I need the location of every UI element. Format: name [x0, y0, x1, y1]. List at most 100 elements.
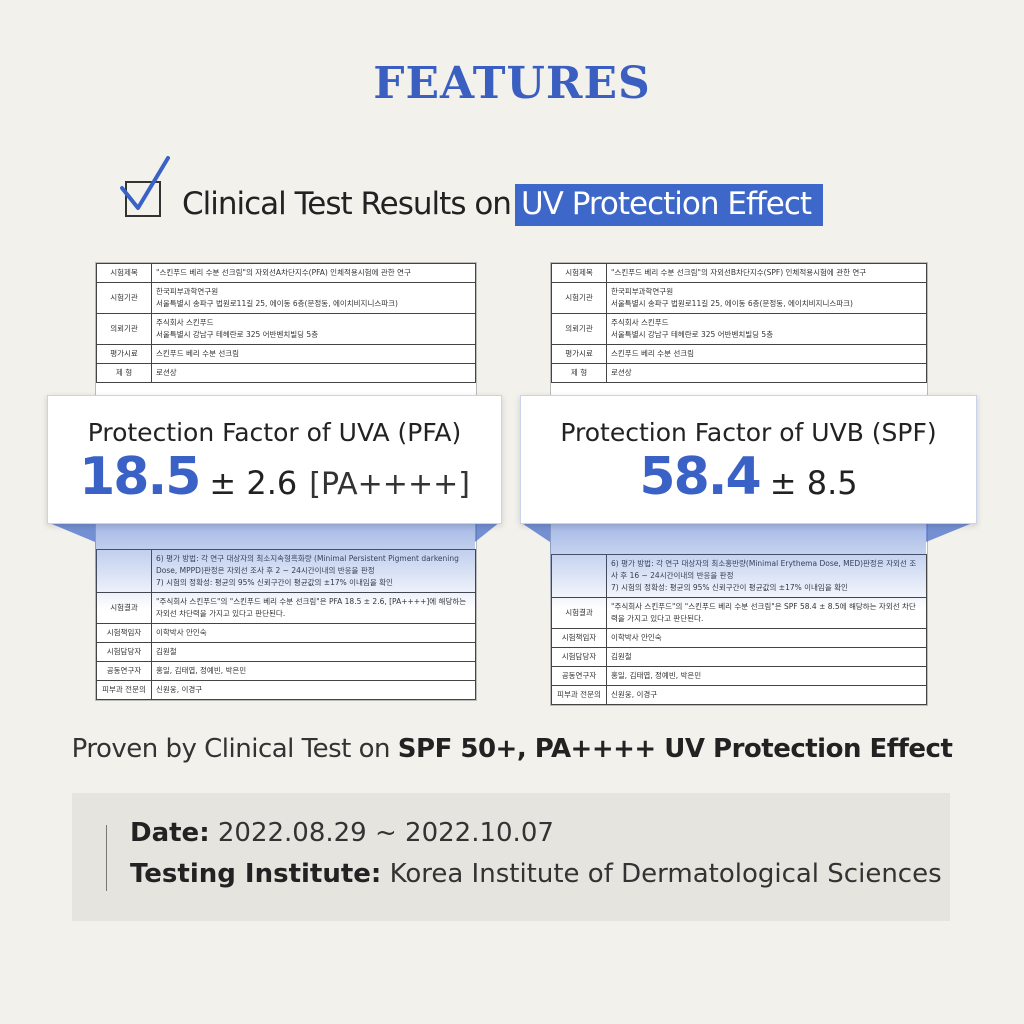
doc-row: 시험결과"주식회사 스킨푸드"의 "스킨푸드 베리 수분 선크림"은 PFA 1… — [96, 592, 476, 624]
doc-line: "주식회사 스킨푸드"의 "스킨푸드 베리 수분 선크림"은 SPF 58.4 … — [611, 602, 916, 623]
highlight-fade — [550, 522, 926, 610]
doc-line: 김원철 — [156, 647, 177, 656]
doc-line: 7) 시험의 정확성: 평균의 95% 신뢰구간이 평균값의 ±17% 이내임을… — [611, 582, 922, 594]
doc-label: 시험제목 — [551, 263, 607, 283]
doc-line: "스킨푸드 베리 수분 선크림"의 자외선B차단지수(SPF) 인체적용시험에 … — [611, 268, 867, 277]
doc-table: 시험제목 "스킨푸드 베리 수분 선크림"의 자외선B차단지수(SPF) 인체적용… — [551, 263, 927, 383]
doc-content: "주식회사 스킨푸드"의 "스킨푸드 베리 수분 선크림"은 SPF 58.4 … — [606, 597, 927, 629]
doc-line: 로션상 — [611, 368, 632, 377]
check-icon — [120, 156, 170, 217]
doc-line: 서울특별시 강남구 테헤란로 325 어반벤치빌딩 5층 — [156, 330, 319, 339]
doc-row: 시험담당자 김원철 — [551, 647, 927, 667]
doc-label: 시험책임자 — [551, 628, 607, 648]
info-line: Testing Institute: Korea Institute of De… — [130, 859, 942, 889]
title: FEATURES — [373, 58, 651, 109]
doc-line: 한국피부과학연구원 — [156, 287, 219, 296]
doc-content: 신원웅, 이경구 — [606, 685, 927, 705]
doc-label: 시험담당자 — [96, 642, 152, 662]
doc-line: 로션상 — [156, 368, 177, 377]
summary: Proven by Clinical Test on SPF 50+, PA++… — [0, 734, 1024, 764]
callout-value: 58.4 — [639, 447, 761, 507]
doc-label: 시험기관 — [551, 282, 607, 314]
doc-label: 시험기관 — [96, 282, 152, 314]
doc-table: 6) 평가 방법: 각 연구 대상자의 최소홍반량(Minimal Erythe… — [551, 554, 927, 705]
doc-label: 시험결과 — [96, 592, 152, 624]
doc-content: 홍일, 김태엽, 정예빈, 박은민 — [151, 661, 476, 681]
doc-row: 의뢰기관 주식회사 스킨푸드 서울특별시 강남구 테헤란로 325 어반벤치빌딩 5… — [96, 313, 476, 345]
doc-label: 평가시료 — [96, 344, 152, 364]
doc-line: "스킨푸드 베리 수분 선크림"의 자외선A차단지수(PFA) 인체적용시험에 … — [156, 268, 411, 277]
doc-line: 스킨푸드 베리 수분 선크림 — [611, 349, 695, 358]
doc-row: 의뢰기관 주식회사 스킨푸드 서울특별시 강남구 테헤란로 325 어반벤치빌딩 5… — [551, 313, 927, 345]
doc-line: 서울특별시 송파구 법원로11길 25, 에이동 6층(문정동, 에이치비지니스… — [156, 299, 398, 308]
info-box — [72, 793, 950, 921]
doc-row: 시험제목 "스킨푸드 베리 수분 선크림"의 자외선A차단지수(PFA) 인체적용… — [96, 263, 476, 283]
info-label: Date: — [130, 818, 210, 848]
callout-grade: [PA++++] — [309, 467, 470, 502]
doc-label: 제 형 — [551, 363, 607, 383]
doc-content: 이학박사 안인숙 — [606, 628, 927, 648]
doc-row: 공동연구자 홍일, 김태엽, 정예빈, 박은민 — [551, 666, 927, 686]
doc-line: 7) 시험의 정확성: 평균의 95% 신뢰구간이 평균값의 ±17% 이내임을… — [156, 577, 471, 589]
doc-label: 공동연구자 — [551, 666, 607, 686]
callout: Protection Factor of UVB (SPF) 58.4 ± 8.5 — [520, 395, 977, 524]
doc-line: 신원웅, 이경구 — [156, 685, 203, 694]
doc-content: 6) 평가 방법: 각 연구 대상자의 최소지속형흑화량 (Minimal Pe… — [151, 549, 476, 593]
doc-table: 6) 평가 방법: 각 연구 대상자의 최소지속형흑화량 (Minimal Pe… — [96, 549, 476, 700]
doc-line: 주식회사 스킨푸드 — [611, 318, 669, 327]
summary-text: Proven by Clinical Test on — [71, 734, 391, 764]
doc-content: 주식회사 스킨푸드 서울특별시 강남구 테헤란로 325 어반벤치빌딩 5층 — [606, 313, 927, 345]
doc-content: 김원철 — [151, 642, 476, 662]
callout-shadow — [520, 522, 550, 542]
heading: Clinical Test Results on UV Protection Ef… — [182, 184, 824, 226]
info-line: Date: 2022.08.29 ~ 2022.10.07 — [130, 818, 554, 848]
info-value: 2022.08.29 ~ 2022.10.07 — [217, 818, 554, 848]
doc-content: 스킨푸드 베리 수분 선크림 — [151, 344, 476, 364]
doc-line: 6) 평가 방법: 각 연구 대상자의 최소지속형흑화량 (Minimal Pe… — [156, 553, 471, 577]
doc-row: 제 형 로션상 — [551, 363, 927, 383]
doc-row: 시험제목 "스킨푸드 베리 수분 선크림"의 자외선B차단지수(SPF) 인체적용… — [551, 263, 927, 283]
doc-bottom: 6) 평가 방법: 각 연구 대상자의 최소지속형흑화량 (Minimal Pe… — [95, 522, 477, 701]
doc-label: 피부과 전문의 — [551, 685, 607, 705]
doc-row: 시험책임자 이학박사 안인숙 — [551, 628, 927, 648]
callout-error: ± 2.6 — [209, 464, 298, 502]
doc-row: 시험책임자 이학박사 안인숙 — [96, 623, 476, 643]
doc-content: 스킨푸드 베리 수분 선크림 — [606, 344, 927, 364]
doc-label: 시험결과 — [551, 597, 607, 629]
callout-heading: Protection Factor of UVA (PFA) — [87, 418, 462, 447]
doc-row: 공동연구자 홍일, 김태엽, 정예빈, 박은민 — [96, 661, 476, 681]
doc-content: "스킨푸드 베리 수분 선크림"의 자외선A차단지수(PFA) 인체적용시험에 … — [151, 263, 476, 283]
doc-line: 신원웅, 이경구 — [611, 690, 658, 699]
callout-heading: Protection Factor of UVB (SPF) — [560, 418, 937, 447]
doc-content: "주식회사 스킨푸드"의 "스킨푸드 베리 수분 선크림"은 PFA 18.5 … — [151, 592, 476, 624]
doc-row: 평가시료 스킨푸드 베리 수분 선크림 — [96, 344, 476, 364]
doc-line: 홍일, 김태엽, 정예빈, 박은민 — [611, 671, 702, 680]
callout-shadow — [47, 522, 95, 542]
info-value: Korea Institute of Dermatological Scienc… — [389, 859, 942, 889]
doc-label: 시험담당자 — [551, 647, 607, 667]
doc-content: 김원철 — [606, 647, 927, 667]
doc-line: 김원철 — [611, 652, 632, 661]
callout-value-row: 18.5 ± 2.6 [PA++++] — [48, 447, 501, 507]
callout-value: 18.5 — [79, 447, 201, 507]
doc-line: 서울특별시 송파구 법원로11길 25, 에이동 6층(문정동, 에이치비지니스… — [611, 299, 853, 308]
doc-line: 이학박사 안인숙 — [611, 633, 662, 642]
doc-row: 시험결과"주식회사 스킨푸드"의 "스킨푸드 베리 수분 선크림"은 SPF 5… — [551, 597, 927, 629]
doc-label: 의뢰기관 — [96, 313, 152, 345]
doc-line: 주식회사 스킨푸드 — [156, 318, 214, 327]
doc-row: 피부과 전문의 신원웅, 이경구 — [551, 685, 927, 705]
doc-line: 한국피부과학연구원 — [611, 287, 674, 296]
doc-label: 제 형 — [96, 363, 152, 383]
doc-table: 시험제목 "스킨푸드 베리 수분 선크림"의 자외선A차단지수(PFA) 인체적용… — [96, 263, 476, 383]
doc-content: "스킨푸드 베리 수분 선크림"의 자외선B차단지수(SPF) 인체적용시험에 … — [606, 263, 927, 283]
heading-highlight: UV Protection Effect — [514, 184, 824, 226]
doc-label: 피부과 전문의 — [96, 680, 152, 700]
info-label: Testing Institute: — [130, 859, 382, 889]
doc-label: 공동연구자 — [96, 661, 152, 681]
summary-bold: SPF 50+, PA++++ UV Protection Effect — [397, 734, 953, 764]
callout: Protection Factor of UVA (PFA) 18.5 ± 2.6 [… — [47, 395, 502, 524]
